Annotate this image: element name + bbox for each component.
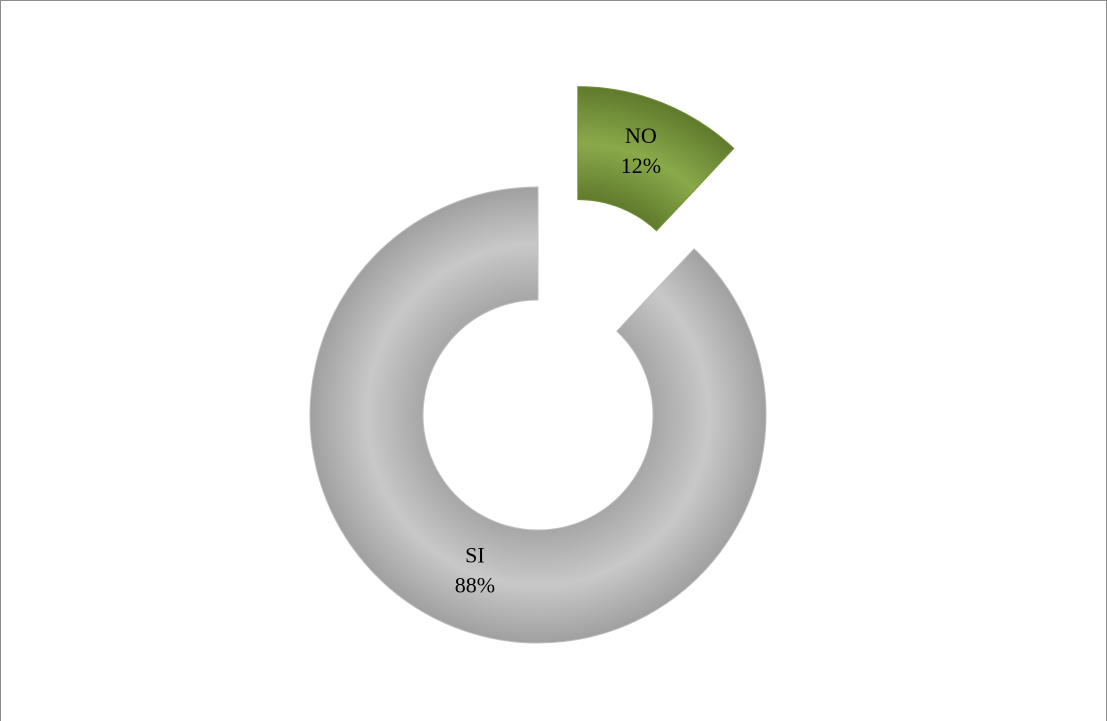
data-label-value: 88%: [455, 572, 495, 597]
data-label-value: 12%: [621, 153, 661, 178]
doughnut-segment: [577, 86, 735, 232]
data-label-category: NO: [625, 123, 657, 148]
data-label-category: SI: [465, 542, 485, 567]
data-label: SI 88%: [455, 542, 495, 597]
data-label: NO 12%: [621, 123, 661, 178]
doughnut-segment: [309, 186, 767, 644]
